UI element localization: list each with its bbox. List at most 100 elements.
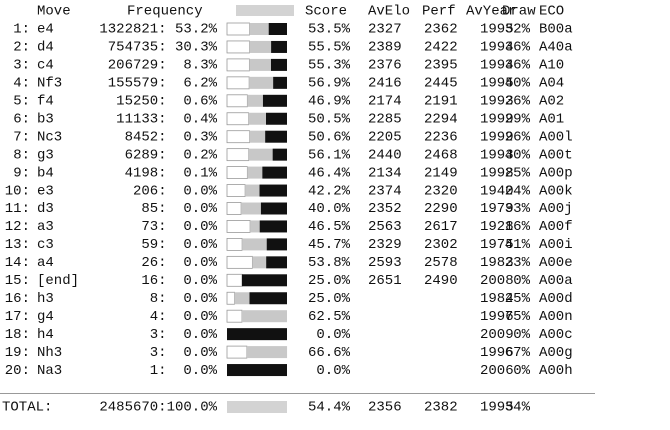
cell-eco: A00d [539,291,573,307]
cell-perf: 2422 [424,40,458,56]
cell-frequency: 1322821: 53.2% [99,22,217,38]
cell-avelo: 2327 [368,22,402,38]
column-header: Frequency [127,4,203,20]
cell-draw: 33% [505,201,531,217]
cell-avyear: 1999 [480,111,514,127]
cell-move: b3 [37,111,54,127]
bar-loss [270,58,287,71]
cell-avyear: 1998 [480,165,514,181]
cell-frequency: 8: 0.0% [150,291,218,307]
bar-win [226,130,250,144]
cell-perf: 2617 [424,219,458,235]
cell-score: 56.9% [308,76,351,92]
cell-score: 50.5% [308,111,351,127]
cell-draw: 29% [505,111,531,127]
cell-num: 6: [13,111,30,127]
total-avyear: 1995 [480,400,514,416]
cell-move: f4 [37,94,54,110]
cell-draw: 25% [505,291,531,307]
cell-perf: 2294 [424,111,458,127]
bar-loss [262,94,287,107]
cell-avyear: 1999 [480,129,514,145]
cell-num: 19: [5,345,30,361]
cell-avelo: 2134 [368,165,402,181]
cell-eco: A00f [539,219,573,235]
column-header: Draw [502,4,536,20]
cell-perf: 2302 [424,237,458,253]
bar-loss [227,364,287,377]
cell-num: 7: [13,129,30,145]
bar-draw [252,256,267,269]
cell-score: 55.3% [308,58,351,74]
cell-score: 42.2% [308,183,351,199]
cell-move: Nc3 [37,129,62,145]
bar-draw [246,346,288,359]
bar-draw [241,202,261,215]
cell-num: 8: [13,147,30,163]
bar-draw [247,94,263,107]
cell-draw: 0% [513,273,530,289]
total-draw: 34% [505,400,531,416]
cell-score: 56.1% [308,147,351,163]
total-perf: 2382 [424,400,458,416]
cell-score: 53.5% [308,22,351,38]
bar-win [226,202,242,215]
cell-avyear: 1984 [480,291,514,307]
cell-avyear: 1994 [480,58,514,74]
cell-eco: A00l [539,129,573,145]
cell-score: 66.6% [308,345,351,361]
total-label: TOTAL: [2,400,52,416]
bar-win [226,220,251,233]
bar-win [226,148,250,162]
bar-draw [249,130,266,143]
cell-perf: 2362 [424,22,458,38]
cell-num: 10: [5,183,30,199]
cell-frequency: 754735: 30.3% [108,40,218,56]
bar-win [226,40,250,54]
cell-avelo: 2416 [368,76,402,92]
cell-avyear: 1928 [480,219,514,235]
column-header: AvYear [466,4,516,20]
cell-frequency: 85: 0.0% [141,201,217,217]
cell-num: 4: [13,76,30,92]
cell-frequency: 6289: 0.2% [125,147,218,163]
bar-loss [260,202,287,215]
bar-win [226,94,248,108]
bar-loss [262,166,287,179]
cell-avelo: 2651 [368,273,402,289]
cell-avelo: 2352 [368,201,402,217]
total-avelo: 2356 [368,400,402,416]
cell-num: 13: [5,237,30,253]
cell-avelo: 2285 [368,111,402,127]
cell-move: b4 [37,165,54,181]
cell-eco: A01 [539,111,564,127]
column-header: Score [305,4,347,20]
cell-eco: A00h [539,363,573,379]
column-header: Move [37,4,71,20]
cell-eco: A00n [539,309,573,325]
bar-win [226,112,250,126]
cell-eco: A00a [539,273,573,289]
cell-score: 0.0% [316,363,350,379]
cell-frequency: 4: 0.0% [150,309,218,325]
cell-frequency: 206: 0.0% [133,183,218,199]
cell-num: 14: [5,255,30,271]
cell-eco: A00j [539,201,573,217]
cell-eco: A40a [539,40,573,56]
bar-loss [266,256,287,269]
bar-loss [271,40,287,53]
cell-draw: 26% [505,129,531,145]
cell-draw: 16% [505,219,531,235]
cell-num: 9: [13,165,30,181]
cell-move: c3 [37,237,54,253]
cell-avyear: 2008 [480,273,514,289]
cell-draw: 36% [505,40,531,56]
column-header: Perf [422,4,456,20]
cell-eco: A00i [539,237,573,253]
cell-avyear: 1994 [480,40,514,56]
cell-draw: 40% [505,147,531,163]
cell-perf: 2236 [424,129,458,145]
cell-perf: 2445 [424,76,458,92]
cell-avelo: 2389 [368,40,402,56]
